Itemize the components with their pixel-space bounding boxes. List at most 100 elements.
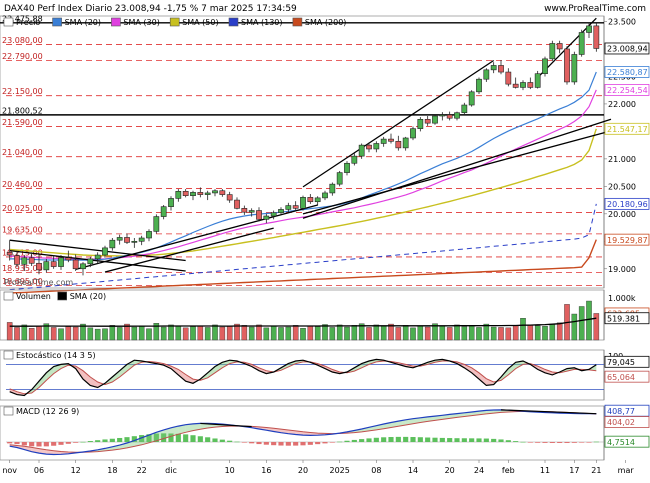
macd-fill — [435, 415, 443, 421]
volume-bar — [36, 325, 42, 341]
macd-histogram-bar — [153, 433, 159, 442]
candle-down — [593, 25, 600, 49]
macd-fill — [420, 416, 428, 423]
candle-down — [234, 199, 240, 209]
price-right-tag-box — [604, 197, 650, 210]
candle-up — [410, 128, 416, 139]
macd-histogram-bar — [249, 442, 255, 444]
macd-histogram-bar — [146, 434, 152, 442]
candle-up — [483, 69, 490, 80]
volume-sma20-line — [9, 317, 597, 327]
price-legend-sma20-swatch — [52, 17, 62, 27]
stochastic-fill — [112, 370, 120, 383]
volume-bar — [197, 325, 204, 341]
candle-up — [168, 198, 174, 207]
macd-histogram-bar — [571, 442, 577, 443]
volume-right-tag: 519.381 — [607, 314, 640, 323]
candle-down — [6, 251, 13, 256]
macd-histogram-bar — [175, 433, 181, 442]
trendline — [9, 239, 186, 262]
stochastic-fill — [464, 364, 472, 373]
macd-right-tag-box — [604, 435, 650, 448]
volume-bar — [116, 327, 123, 341]
candle-up — [175, 190, 182, 199]
stochastic-fill — [9, 388, 17, 395]
candle-down — [65, 257, 72, 261]
macd-histogram-bar — [388, 437, 394, 442]
candle-down — [307, 197, 314, 203]
stochastic-fill — [361, 361, 369, 368]
stochastic-fill — [545, 369, 553, 375]
x-axis-label: 08 — [371, 466, 381, 475]
trendline — [302, 118, 612, 219]
macd-histogram-bar — [241, 442, 247, 443]
volume-bar — [490, 326, 497, 341]
volume-bar — [380, 325, 387, 341]
candle-down — [124, 237, 130, 243]
macd-histogram-bar — [542, 442, 548, 443]
candle-up — [351, 155, 358, 164]
candle-up — [160, 206, 167, 217]
candle-up — [432, 115, 438, 124]
volume-bar — [248, 326, 255, 341]
volume-bar — [424, 326, 431, 341]
macd-fill — [413, 417, 421, 424]
candle-down — [424, 119, 431, 124]
candle-up — [263, 215, 270, 220]
candle-up — [461, 104, 468, 114]
macd-histogram-bar — [520, 441, 526, 443]
macd-signal-line — [9, 410, 597, 453]
macd-histogram-bar — [263, 442, 269, 445]
price-legend-sma130-swatch — [228, 17, 239, 27]
volume-bar — [72, 326, 79, 341]
candle-down — [226, 194, 233, 201]
macd-fill — [185, 423, 193, 433]
volume-bar — [395, 327, 402, 341]
x-axis-label: 06 — [34, 466, 44, 475]
price-y-tick-label: 19.000 — [608, 265, 636, 274]
macd-histogram-bar — [36, 442, 42, 447]
price-legend-sma20: SMA (20) — [65, 18, 101, 27]
price-right-tag: 21.547,17 — [607, 125, 648, 134]
stochastic-legend-swatch — [3, 350, 14, 360]
candle-up — [344, 162, 350, 173]
candle-down — [564, 48, 570, 83]
site-url[interactable]: www.ProRealTime.com — [544, 4, 646, 14]
red-level-label: 21.040,00 — [2, 148, 43, 157]
macd-histogram-bar — [322, 442, 328, 444]
candle-up — [87, 258, 94, 265]
macd-histogram-bar — [139, 435, 145, 442]
volume-bar — [234, 323, 240, 341]
macd-histogram-bar — [102, 439, 108, 442]
volume-panel[interactable]: 1.000k500kVolumenSMA (20)633.685519.381 — [0, 289, 650, 341]
candle-down — [219, 190, 226, 195]
candle-down — [14, 255, 20, 265]
volume-bar — [21, 324, 28, 341]
stochastic-fill — [479, 372, 487, 386]
candle-down — [241, 208, 248, 213]
price-legend-sma50: SMA (50) — [182, 18, 218, 27]
volume-bar — [307, 325, 314, 341]
candle-down — [505, 71, 512, 85]
macd-fill — [398, 419, 406, 427]
volume-bar — [402, 325, 409, 341]
macd-trendline — [200, 422, 252, 428]
volume-bar — [542, 325, 548, 341]
macd-legend-swatch — [3, 406, 14, 416]
candle-up — [380, 138, 387, 144]
x-axis-label: feb — [502, 466, 515, 475]
candle-up — [476, 78, 482, 93]
candle-down — [292, 205, 299, 209]
candle-up — [43, 261, 50, 271]
macd-legend: MACD (12 26 9) — [16, 407, 79, 416]
volume-bar — [358, 323, 365, 341]
price-panel[interactable]: 23.50023.00022.50022.00021.50021.00020.5… — [0, 14, 650, 294]
x-axis-label: nov — [2, 466, 17, 475]
candle-up — [358, 144, 365, 157]
price-right-tag-box — [604, 233, 650, 246]
volume-bar — [14, 327, 20, 341]
red-level-label: 18.695,00 — [2, 277, 43, 286]
candle-down — [395, 140, 402, 149]
